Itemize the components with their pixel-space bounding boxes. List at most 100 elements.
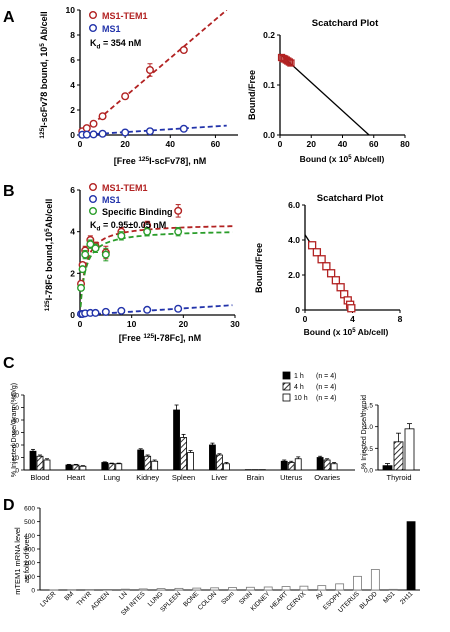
b1-ms1-point (91, 308, 100, 317)
bar-spleen (174, 587, 184, 591)
chart-a2-fit (279, 53, 370, 136)
bar-4h (36, 455, 44, 471)
bar-stom (228, 587, 237, 591)
bar-bone (192, 587, 202, 591)
kd-b1-sub: d (97, 226, 101, 233)
y-tick-label: 10 (66, 5, 76, 15)
b1-specific-binding-point (101, 250, 110, 259)
x-category-label: Liver (211, 473, 228, 482)
bar-ln (120, 588, 130, 591)
x-tick-label: 4 (350, 314, 355, 324)
b1-ms1-point (117, 306, 126, 315)
bar-skin (245, 586, 255, 591)
bar-1h (382, 465, 393, 471)
legend-swatch-1h (282, 371, 291, 380)
fit-curve-ms1-tem1 (80, 225, 233, 315)
ylabel-d-line1: mTEM1 mRNA level (13, 527, 22, 595)
y-tick-label: 4 (70, 80, 75, 90)
legend-label-b-ms1-tem1: MS1-TEM1 (102, 183, 148, 193)
scatchard-fit-line (279, 53, 370, 136)
y-tick-label: 200 (24, 560, 35, 567)
bar-10h (223, 463, 230, 471)
bar-esoph (335, 583, 345, 591)
bar-10h (151, 460, 159, 471)
panel-letter-c: C (3, 355, 15, 372)
scatchard-point (317, 255, 326, 264)
y-tick-label: 20 (12, 443, 20, 450)
bar-4h (144, 455, 152, 471)
panel-letter-b: B (3, 183, 15, 200)
y-tick-label: 4.0 (288, 235, 300, 245)
bar-2h11 (406, 521, 416, 591)
legend-label: 10 h (294, 395, 308, 402)
chart-a1-points (78, 46, 188, 139)
x-tick-label: 40 (166, 139, 176, 149)
bar-4h (323, 459, 331, 471)
chart-b2-points (307, 241, 356, 313)
a1-ms1-point (121, 128, 130, 137)
x-category-label: Thyroid (386, 473, 411, 482)
x-category-label: Kidney (136, 473, 159, 482)
bar-adren (103, 589, 112, 591)
chart-c-legend: 1 h (n = 4) 4 h (n = 4) 10 h (n = 4) (282, 371, 336, 402)
y-tick-label: 0 (15, 468, 19, 475)
y-tick-label: 300 (24, 547, 35, 554)
x-tick-label: 0 (78, 139, 83, 149)
a1-ms1-point (98, 129, 107, 138)
bar-ms1 (388, 588, 398, 591)
chart-title-b2: Scatchard Plot (317, 193, 384, 204)
xlabel-a2-p1: 5 (348, 155, 352, 161)
xlabel-b2-p1: 5 (352, 328, 356, 334)
x-category-label: SKIN (238, 590, 254, 606)
chart-c1-biodistribution: 0 10 20 30 40 50 60 Blood Heart Lung Kidney Spleen… (11, 371, 355, 482)
b1-specific-binding-point (78, 265, 87, 274)
y-tick-label: 1.5 (364, 403, 373, 410)
xlabel-a2-p0: Bound (x 10 (300, 154, 349, 164)
x-category-label: AV (314, 590, 325, 601)
x-category-label: Blood (30, 473, 49, 482)
bar-lung (156, 588, 166, 591)
b1-specific-binding-point (77, 283, 86, 292)
y-tick-label: 30 (12, 430, 20, 437)
chart-b2-axes: 0 4 8 0 2.0 4.0 6.0 (288, 200, 402, 324)
a1-ms1-point (82, 130, 91, 139)
legend-label: 1 h (294, 373, 304, 380)
y-tick-label: 0 (295, 305, 300, 315)
bar-av (317, 585, 327, 591)
y-tick-label: 0.0 (263, 130, 275, 140)
xlabel-a1-p0: [Free (114, 156, 139, 166)
bar-10h (404, 428, 415, 471)
x-category-label: Lung (103, 473, 120, 482)
x-tick-label: 20 (179, 319, 189, 329)
bar-10h (115, 463, 123, 471)
x-category-label: BM (63, 590, 75, 602)
x-tick-label: 10 (127, 319, 137, 329)
a1-ms1-tem1-point (121, 92, 130, 101)
legend-marker-b-specific (88, 206, 97, 215)
bar-4h (72, 464, 80, 471)
kd-a1-sub: d (97, 44, 101, 51)
kd-b1-value: = 0.95±0.05 nM (100, 220, 166, 230)
x-category-label: Heart (67, 473, 86, 482)
legend-label: 4 h (294, 384, 304, 391)
bar-4h (287, 462, 295, 471)
x-category-label: BLADD (358, 590, 378, 610)
chart-b2-scatchard: Scatchard Plot 0 4 8 0 2.0 4.0 6.0 Bound (x 10… (254, 193, 403, 337)
a1-ms1-tem1-point (89, 119, 98, 128)
xlabel-b2-p2: Ab/cell) (356, 327, 389, 337)
bar-1h (65, 464, 73, 471)
bar-uterus (353, 575, 362, 591)
y-tick-label: 0 (31, 588, 35, 595)
y-tick-label: 6 (70, 55, 75, 65)
ylabel-d-line2: as fold of liver (22, 536, 31, 583)
bar-4h (180, 437, 187, 471)
x-category-label: LIVER (39, 590, 57, 608)
y-tick-label: 10 (12, 455, 20, 462)
x-category-label: LN (118, 590, 129, 601)
ylabel-a1-p3: Ab/cell (39, 11, 49, 43)
x-tick-label: 20 (307, 139, 317, 149)
bar-1h (29, 450, 37, 471)
